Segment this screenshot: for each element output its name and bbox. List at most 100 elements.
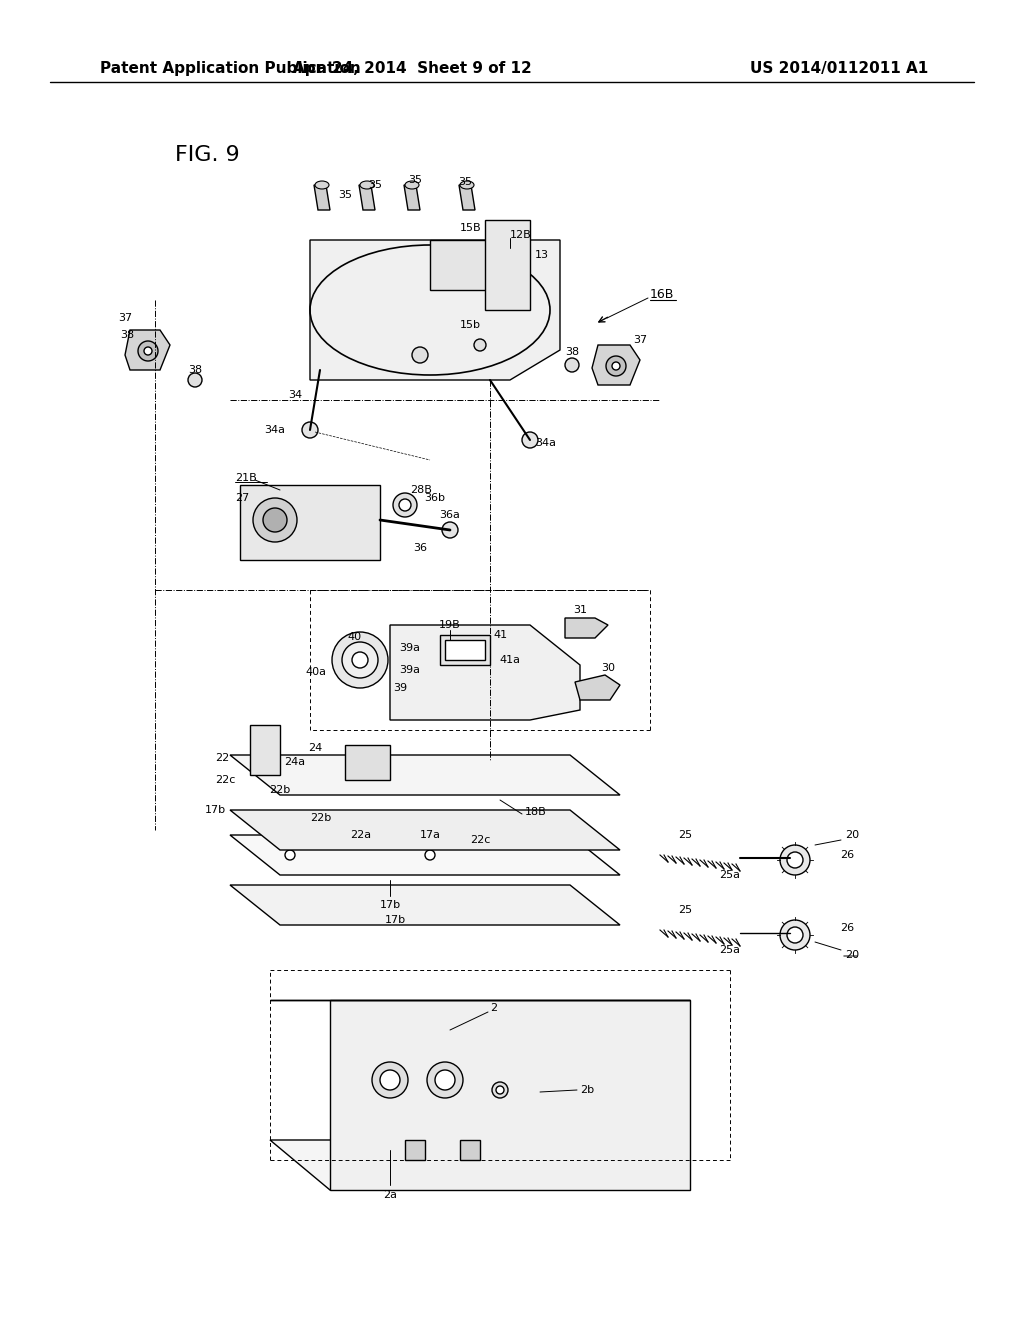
Polygon shape [125,330,170,370]
Circle shape [332,632,388,688]
Text: 15b: 15b [460,319,481,330]
Text: 35: 35 [338,190,352,201]
Text: 35: 35 [408,176,422,185]
Ellipse shape [406,181,419,189]
Polygon shape [230,836,620,875]
Polygon shape [390,624,580,719]
Text: 18B: 18B [525,807,547,817]
Text: 15B: 15B [460,223,481,234]
Circle shape [372,1063,408,1098]
Text: 39a: 39a [399,665,421,675]
Text: 24a: 24a [285,756,305,767]
Circle shape [188,374,202,387]
Circle shape [342,642,378,678]
Text: 25: 25 [678,830,692,840]
Text: 25a: 25a [720,870,740,880]
Polygon shape [310,240,560,380]
Polygon shape [230,755,620,795]
Text: 37: 37 [118,313,132,323]
Circle shape [442,521,458,539]
Circle shape [138,341,158,360]
Text: Apr. 24, 2014  Sheet 9 of 12: Apr. 24, 2014 Sheet 9 of 12 [293,61,531,75]
Polygon shape [445,640,485,660]
Circle shape [253,498,297,543]
Text: 37: 37 [633,335,647,345]
Text: 24: 24 [308,743,323,752]
Polygon shape [406,1140,425,1160]
Text: 26: 26 [840,923,854,933]
Text: 17b: 17b [205,805,225,814]
Circle shape [612,362,620,370]
Text: 40: 40 [348,632,362,642]
Polygon shape [592,345,640,385]
Circle shape [425,850,435,861]
Text: 30: 30 [601,663,615,673]
Text: 21B: 21B [234,473,257,483]
Polygon shape [485,220,530,310]
Ellipse shape [315,181,329,189]
Circle shape [285,850,295,861]
Circle shape [435,1071,455,1090]
Text: 19B: 19B [439,620,461,630]
Text: 16B: 16B [650,289,675,301]
Circle shape [302,422,318,438]
Circle shape [393,492,417,517]
Text: 38: 38 [565,347,580,356]
Polygon shape [314,185,330,210]
Text: 2a: 2a [383,1191,397,1200]
Polygon shape [575,675,620,700]
Polygon shape [460,1140,480,1160]
Circle shape [380,1071,400,1090]
Text: 34a: 34a [535,438,556,447]
Text: 25a: 25a [720,945,740,954]
Circle shape [352,652,368,668]
Text: 35: 35 [368,180,382,190]
Circle shape [427,1063,463,1098]
Circle shape [565,358,579,372]
Text: 38: 38 [188,366,202,375]
Text: 22: 22 [215,752,229,763]
Text: 13: 13 [535,249,549,260]
Polygon shape [440,635,490,665]
Circle shape [496,1086,504,1094]
Ellipse shape [360,181,374,189]
Circle shape [474,339,486,351]
Polygon shape [565,618,608,638]
Text: 36a: 36a [439,510,461,520]
Text: 2: 2 [490,1003,497,1012]
Text: 34: 34 [288,389,302,400]
Text: 20: 20 [845,950,859,960]
Text: 41a: 41a [500,655,520,665]
Circle shape [787,927,803,942]
Circle shape [263,508,287,532]
Text: Patent Application Publication: Patent Application Publication [100,61,360,75]
Polygon shape [459,185,475,210]
Text: 22b: 22b [269,785,291,795]
Text: 35: 35 [458,177,472,187]
Text: US 2014/0112011 A1: US 2014/0112011 A1 [750,61,928,75]
Polygon shape [345,744,390,780]
Circle shape [780,845,810,875]
Text: 17a: 17a [420,830,440,840]
Circle shape [144,347,152,355]
Text: 40a: 40a [305,667,326,677]
Text: 17b: 17b [384,915,406,925]
Text: 38: 38 [120,330,134,341]
Circle shape [606,356,626,376]
Ellipse shape [460,181,474,189]
Polygon shape [250,725,280,775]
Polygon shape [359,185,375,210]
Text: 22c: 22c [470,836,490,845]
Text: 39a: 39a [399,643,421,653]
Circle shape [412,347,428,363]
Polygon shape [330,1001,690,1191]
Polygon shape [240,484,380,560]
Text: 27: 27 [234,492,249,503]
Text: 28B: 28B [410,484,432,495]
Text: 20: 20 [845,830,859,840]
Circle shape [787,851,803,869]
Text: 22b: 22b [310,813,331,822]
Polygon shape [404,185,420,210]
Polygon shape [230,884,620,925]
Circle shape [780,920,810,950]
